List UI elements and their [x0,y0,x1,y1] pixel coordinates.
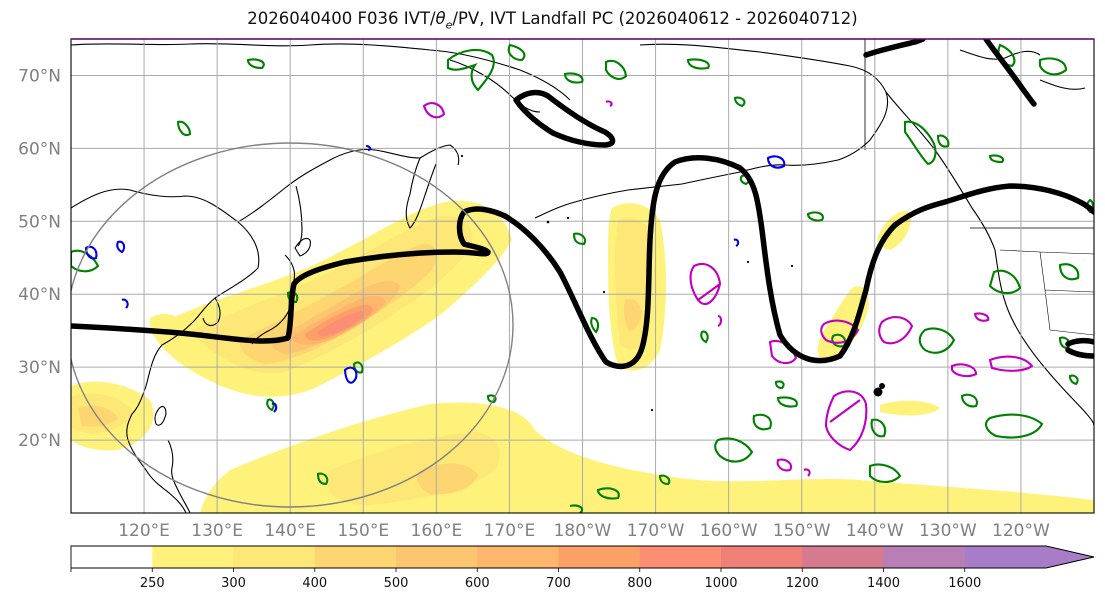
latitude-labels: 70°N 60°N 50°N 40°N 30°N 20°N [18,66,61,451]
title-theta: θ [435,9,446,28]
arctic-islands [959,49,1086,90]
pv-main-contour [71,155,1094,370]
taiwan [154,405,167,426]
alaska-coast [639,43,888,185]
colorbar-label-0: 250 [140,576,165,591]
colorbar-swatch-8 [721,546,803,568]
lat-label-1: 60°N [18,139,61,159]
lat-label-5: 20°N [18,431,61,451]
korea-peninsula [202,297,221,327]
lat-label-4: 30°N [18,358,61,378]
colorbar-swatch-0 [71,546,153,568]
russia-coast [237,144,460,223]
colorbar-label-7: 1000 [704,576,737,591]
colorbar-swatch-10 [883,546,966,568]
colorbar-label-9: 1400 [867,576,900,591]
title-theta-sub: e [445,18,453,32]
colorbar: 250 300 400 500 600 700 800 1000 1200 1400 1600 [70,545,1095,591]
colorbar-label-10: 1600 [948,576,981,591]
theta-e-contours-green [71,43,1094,513]
title-suffix: /PV, IVT Landfall PC (2026040612 - 20260… [452,9,858,28]
lon-label-8: 160°W [700,521,758,541]
lon-label-4: 160°E [411,521,463,541]
lat-label-3: 40°N [18,285,61,305]
lon-label-2: 140°E [264,521,316,541]
sakhalin [295,185,303,247]
colorbar-swatch-5 [477,546,560,568]
colorbar-swatch-7 [639,546,722,568]
map-title: 2026040400 F036 IVT/θe/PV, IVT Landfall … [0,9,1105,31]
siberia-north [71,43,571,101]
pv-north-contour [863,39,1037,107]
pv-arctic-contour [513,89,616,148]
landfall-circle [71,142,514,508]
coast-dots [460,154,885,412]
colorbar-label-4: 600 [465,576,490,591]
lat-label-0: 70°N [18,66,61,86]
colorbar-swatch-9 [802,546,885,568]
lon-label-3: 150°E [337,521,389,541]
theta-e-contours-blue [84,144,786,413]
us-states-lines [999,249,1094,336]
colorbar-swatch-6 [558,546,641,568]
ivt-subtropic-streak [880,400,940,416]
lon-label-1: 130°E [191,521,243,541]
colorbar-swatch-3 [314,546,397,568]
colorbar-swatch-1 [152,546,235,568]
lon-label-5: 170°E [484,521,536,541]
colorbar-label-5: 700 [546,576,571,591]
longitude-labels: 120°E 130°E 140°E 150°E 160°E 170°E 180°W 170°W… [118,521,1050,541]
colorbar-swatch-4 [396,546,478,568]
lon-label-7: 170°W [627,521,685,541]
colorbar-outline [70,545,1095,569]
pv-east-contour [1065,337,1094,359]
bc-coast [885,91,996,251]
pv-contours [71,39,1094,370]
lon-label-11: 130°W [919,521,977,541]
lon-label-12: 120°W [992,521,1050,541]
colorbar-label-2: 400 [302,576,327,591]
lon-label-9: 150°W [773,521,831,541]
colorbar-label-1: 300 [221,576,246,591]
grid-lines [71,39,1094,513]
title-prefix: 2026040400 F036 IVT/ [247,9,436,28]
colorbar-label-8: 1200 [786,576,819,591]
ivt-band-800 [317,311,365,336]
lon-label-6: 180°W [554,521,612,541]
lon-label-0: 120°E [118,521,170,541]
colorbar-label-3: 500 [384,576,409,591]
lat-label-2: 50°N [18,212,61,232]
colorbar-swatch-11 [964,546,1047,568]
lon-label-10: 140°W [846,521,904,541]
kamchatka [405,157,437,229]
theta-e-contours-magenta [422,100,1034,477]
colorbar-label-6: 800 [627,576,652,591]
colorbar-extend-arrow [1046,546,1094,568]
colorbar-swatch-2 [233,546,316,568]
